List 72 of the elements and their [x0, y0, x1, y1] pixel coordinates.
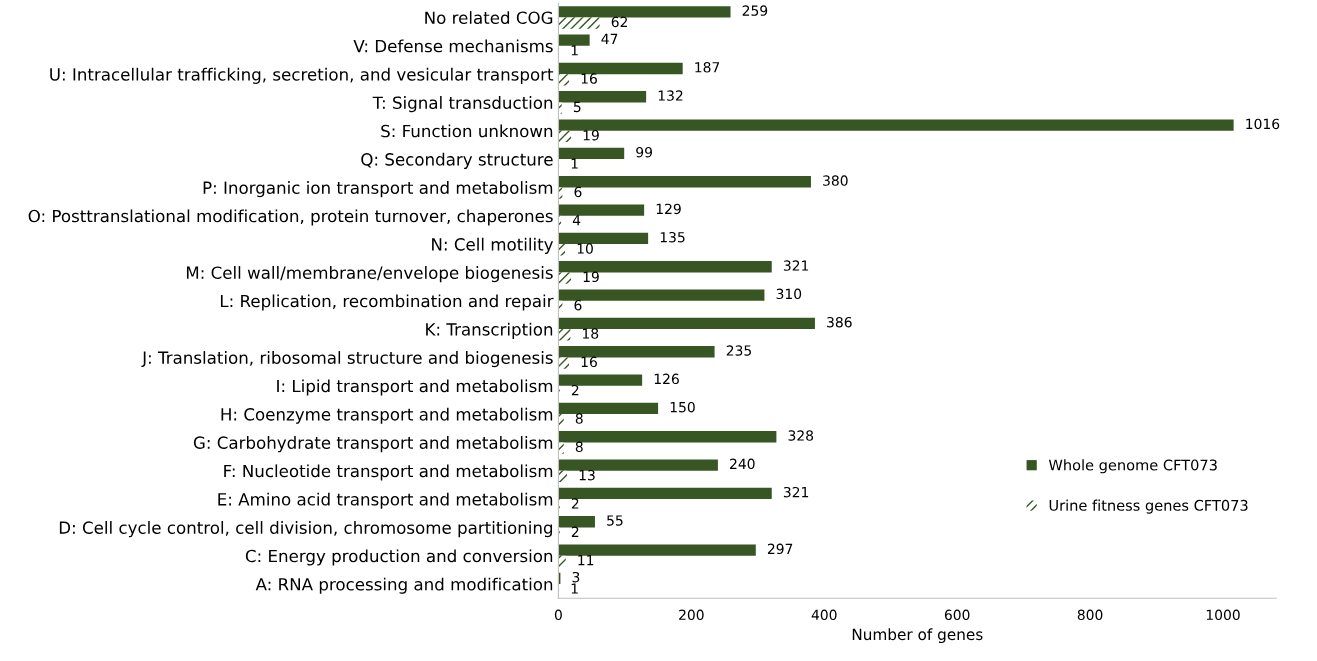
y-tick-label: D: Cell cycle control, cell division, chromosome partitioning [59, 521, 553, 538]
y-tick-label: I: Lipid transport and metabolism [277, 379, 553, 396]
x-axis-title: Number of genes [852, 628, 983, 644]
data-label: 321 [783, 486, 809, 498]
y-tick-label: G: Carbohydrate transport and metabolism [193, 436, 553, 453]
y-tick-label: S: Function unknown [381, 124, 553, 138]
y-tick-label: O: Posttranslational modification, protein turnover, chaperones [28, 209, 553, 226]
y-tick-label: A: RNA processing and modification [255, 577, 553, 594]
data-label: 150 [670, 401, 695, 413]
data-label: 1 [571, 583, 578, 594]
y-tick-label: U: Intracellular trafficking, secretion, and vesicular transport [50, 67, 554, 84]
y-tick-label: C: Energy production and conversion [245, 549, 553, 566]
y-tick-label: P: Inorganic ion transport and metabolism [203, 181, 553, 198]
data-label: 386 [827, 316, 852, 328]
data-label: 16 [581, 356, 597, 368]
data-label: 126 [654, 373, 679, 385]
y-tick-label: V: Defense mechanisms [353, 39, 553, 53]
data-label: 1 [571, 158, 578, 169]
y-tick-label: H: Coenzyme transport and metabolism [221, 407, 553, 424]
x-tick-label: 800 [1077, 609, 1103, 621]
data-label: 99 [636, 146, 653, 158]
data-label: 297 [767, 543, 793, 555]
legend-label: Whole genome CFT073 [1048, 459, 1217, 474]
data-label: 8 [575, 441, 583, 453]
data-label: 1016 [1246, 118, 1280, 130]
data-label: 135 [660, 231, 685, 243]
data-label: 47 [601, 33, 618, 44]
x-tick-label: 1000 [1206, 609, 1240, 621]
data-label: 321 [783, 260, 809, 271]
data-label: 10 [577, 243, 593, 254]
data-label: 328 [788, 430, 814, 441]
y-tick-label: L: Replication, recombination and repair [220, 294, 554, 311]
data-label: 310 [776, 288, 802, 300]
x-tick-label: 600 [944, 609, 970, 621]
legend-label: Urine fitness genes CFT073 [1049, 499, 1248, 514]
y-tick-label: M: Cell wall/membrane/envelope biogenesis [186, 266, 553, 283]
data-label: 129 [656, 203, 681, 215]
x-tick-label: 0 [554, 609, 562, 621]
data-label: 13 [579, 469, 595, 481]
data-label: 6 [574, 186, 582, 198]
y-tick-label: Q: Secondary structure [361, 152, 553, 169]
data-label: 6 [574, 299, 582, 311]
data-label: 4 [572, 215, 581, 226]
data-label: 2 [571, 526, 579, 537]
data-label: 380 [823, 175, 848, 186]
data-label: 3 [572, 571, 580, 583]
data-label: 5 [573, 101, 581, 113]
data-label: 235 [726, 345, 751, 356]
data-label: 16 [581, 73, 597, 84]
data-label: 240 [730, 458, 755, 470]
x-tick-label: 200 [679, 609, 704, 621]
data-label: 19 [583, 271, 599, 283]
data-label: 18 [583, 328, 599, 339]
data-label: 1 [571, 45, 578, 56]
data-label: 187 [695, 61, 720, 73]
y-tick-label: J: Translation, ribosomal structure and biogenesis [141, 351, 553, 368]
y-tick-label: N: Cell motility [432, 237, 554, 254]
data-label: 11 [578, 555, 594, 566]
data-label: 62 [611, 16, 628, 28]
data-label: 8 [575, 413, 583, 424]
data-label: 2 [571, 498, 579, 509]
data-label: 259 [742, 5, 768, 16]
data-label: 132 [658, 90, 683, 101]
y-tick-label: K: Transcription [426, 322, 553, 339]
data-label: 55 [607, 515, 623, 526]
y-tick-label: No related COG [425, 11, 553, 25]
data-label: 19 [583, 129, 599, 141]
x-tick-label: 400 [811, 609, 837, 621]
y-tick-label: T: Signal transduction [372, 96, 553, 113]
y-tick-label: E: Amino acid transport and metabolism [218, 492, 553, 509]
data-label: 2 [571, 384, 579, 396]
y-tick-label: F: Nucleotide transport and metabolism [224, 464, 553, 481]
